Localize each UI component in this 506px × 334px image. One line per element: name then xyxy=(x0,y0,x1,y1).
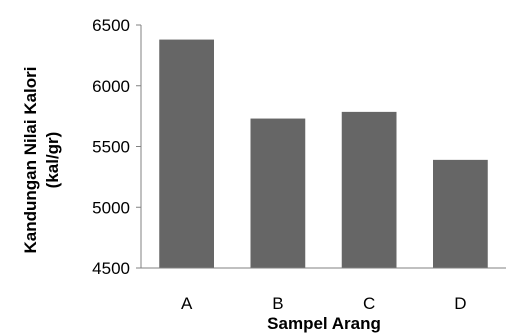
x-axis-title: Sampel Arang xyxy=(267,314,381,333)
y-tick-label: 5000 xyxy=(92,198,130,217)
bar-B xyxy=(250,118,306,269)
y-tick-label: 6000 xyxy=(92,77,130,96)
x-tick-label: B xyxy=(272,294,283,313)
y-axis-ticks: 4500 5000 5500 6000 6500 xyxy=(92,16,141,278)
y-axis-title-line-1: Kandungan Nilai Kalori xyxy=(21,66,40,253)
bar-C xyxy=(341,111,397,268)
bar-A xyxy=(159,39,214,268)
x-tick-label: A xyxy=(181,294,193,313)
bars xyxy=(159,39,488,269)
y-tick-label: 4500 xyxy=(92,259,130,278)
x-axis-ticks: A B C D xyxy=(181,294,467,313)
x-tick-label: D xyxy=(454,294,466,313)
x-tick-label: C xyxy=(363,294,375,313)
y-tick-label: 5500 xyxy=(92,138,130,157)
bar-D xyxy=(433,159,488,268)
y-axis-title-line-2: (kal/gr) xyxy=(43,132,62,189)
y-tick-label: 6500 xyxy=(92,16,130,35)
